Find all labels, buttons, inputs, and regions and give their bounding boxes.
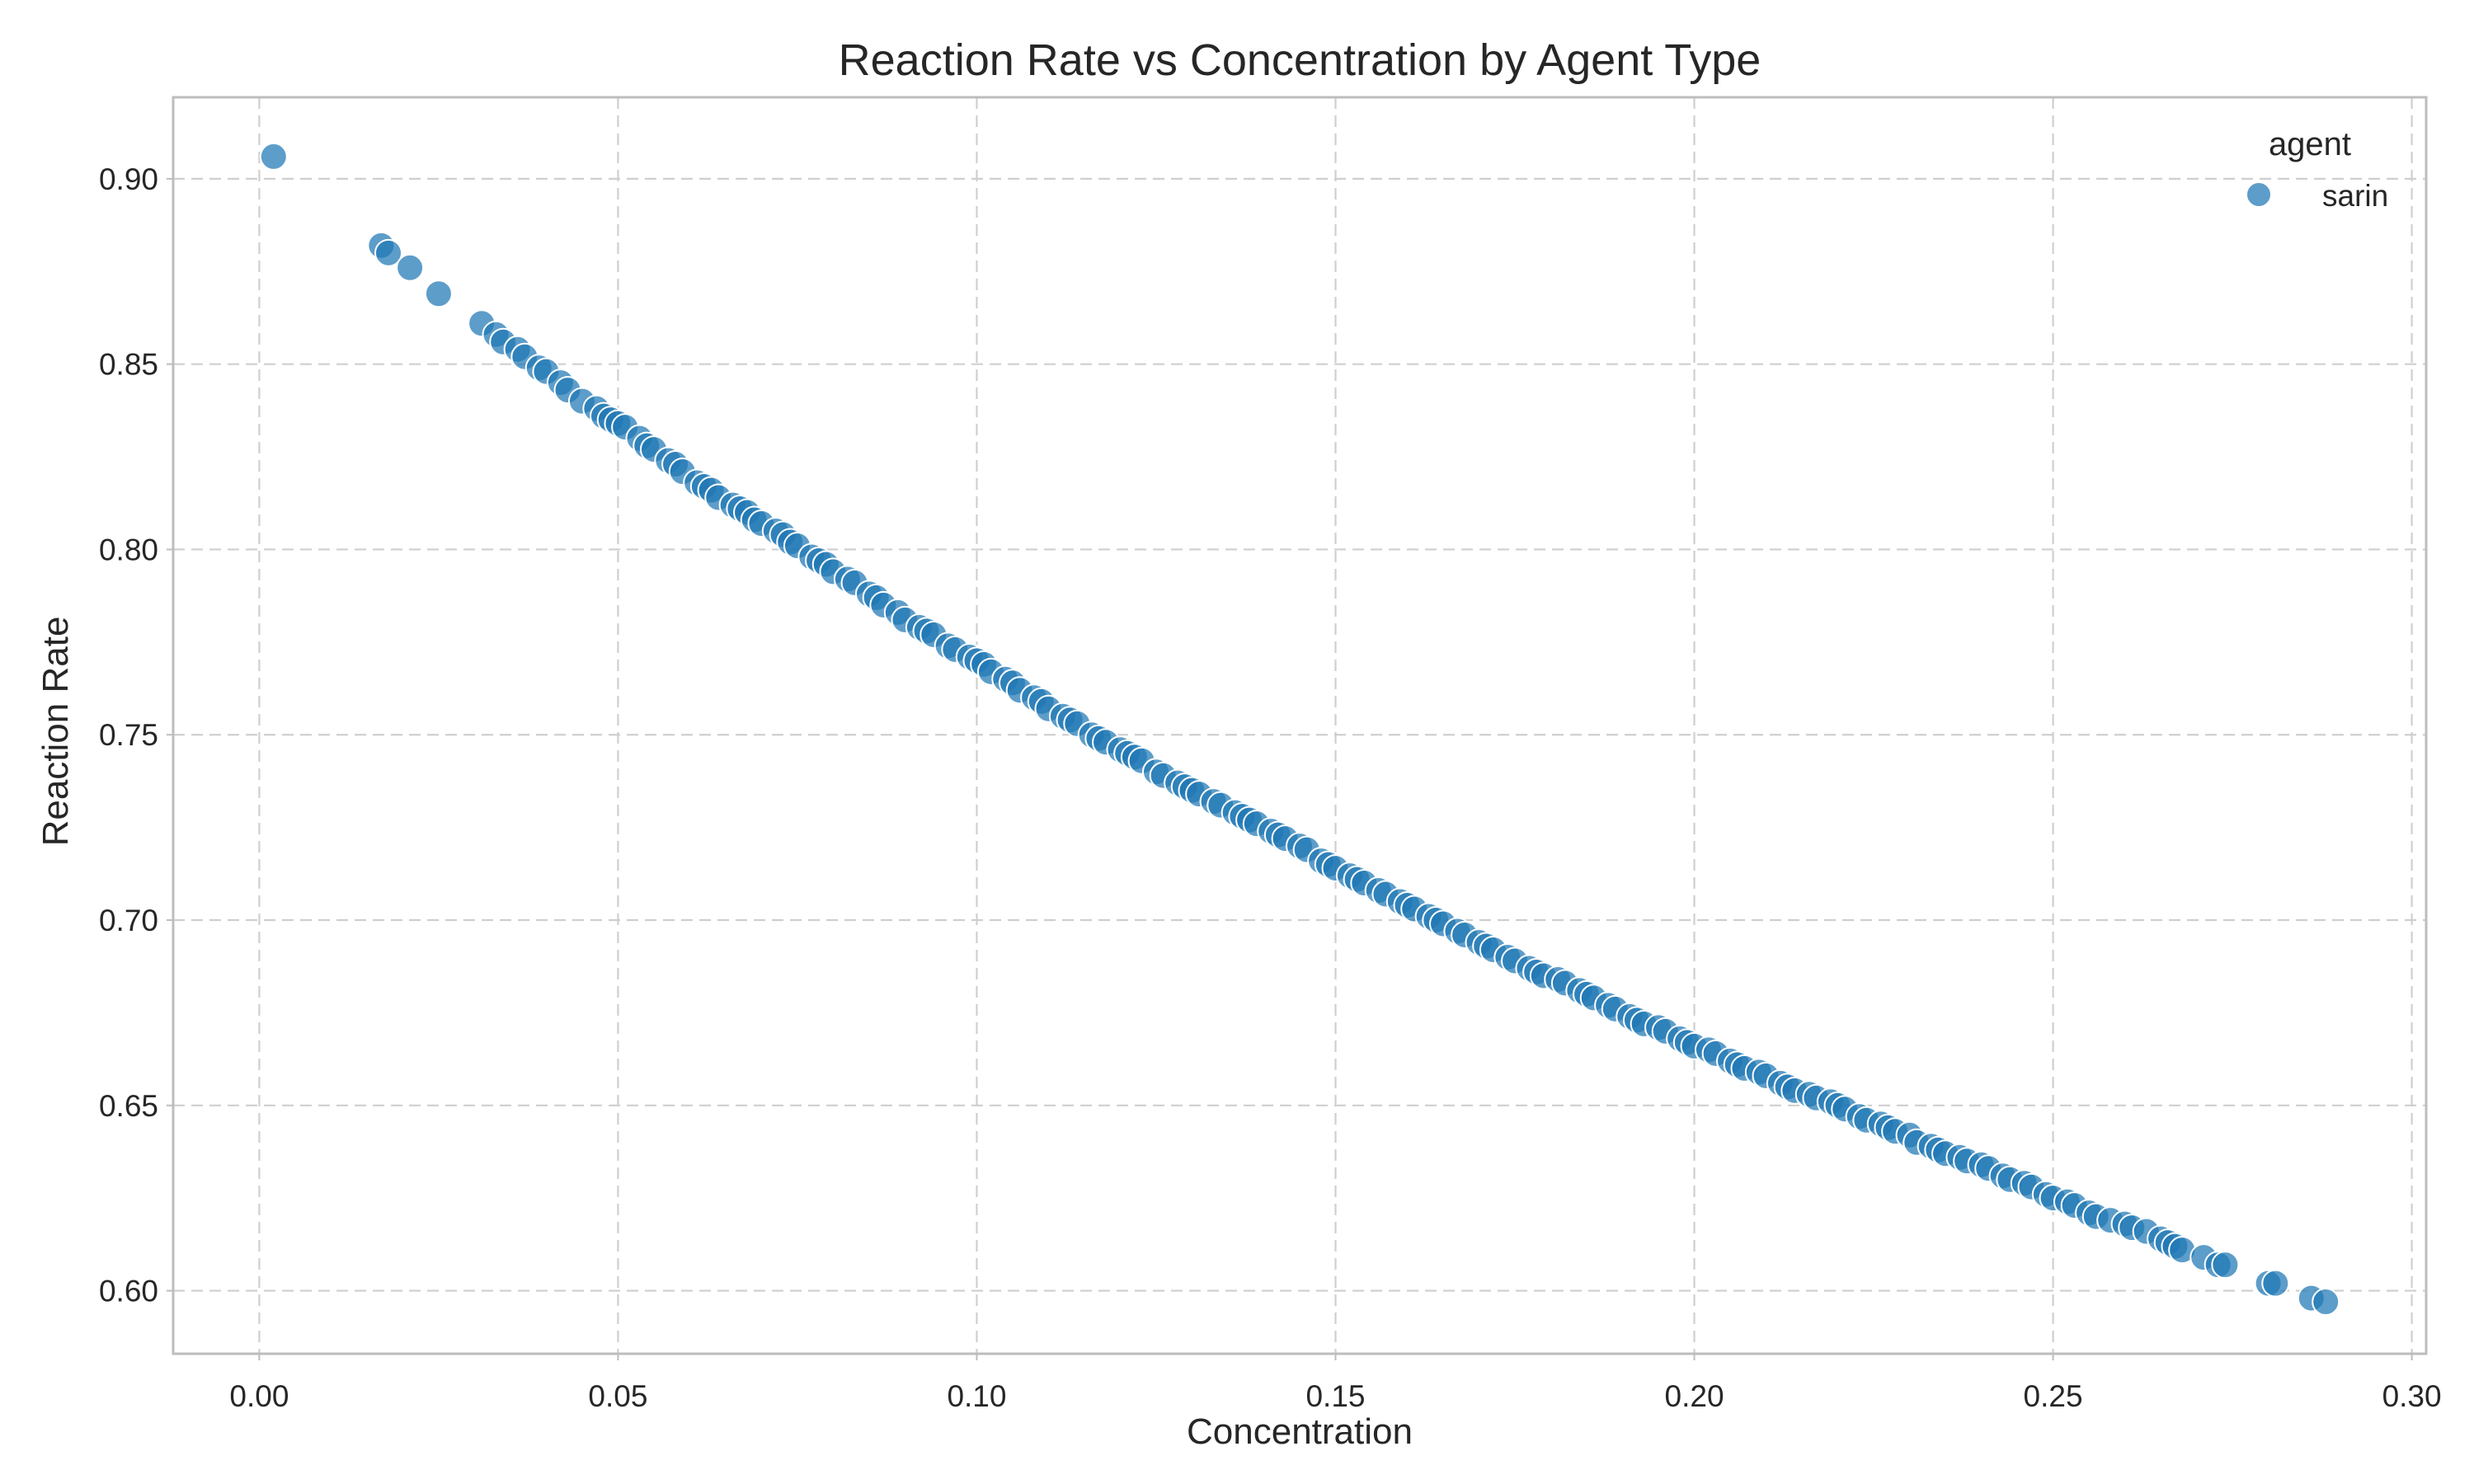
legend: agent sarin [2246, 126, 2388, 213]
y-axis-label: Reaction Rate [35, 617, 76, 847]
data-point [374, 238, 403, 267]
y-tick-label: 0.75 [99, 718, 158, 752]
x-tick-label: 0.30 [2382, 1379, 2442, 1413]
chart-title: Reaction Rate vs Concentration by Agent … [839, 35, 1761, 85]
legend-marker-sarin [2246, 181, 2272, 208]
data-points [259, 142, 2340, 1317]
y-tick-label: 0.60 [99, 1275, 158, 1308]
x-tick-label: 0.15 [1305, 1379, 1365, 1413]
x-tick-label: 0.20 [1665, 1379, 1724, 1413]
data-point [396, 253, 425, 282]
legend-label-sarin: sarin [2322, 179, 2388, 213]
y-tick-label: 0.85 [99, 348, 158, 382]
y-tick-label: 0.70 [99, 904, 158, 937]
y-tick-label: 0.65 [99, 1089, 158, 1123]
x-tick-label: 0.05 [588, 1379, 647, 1413]
y-tick-label: 0.90 [99, 162, 158, 196]
axis-ticks: 0.00 0.05 0.10 0.15 0.20 0.25 0.30 0.60 0.65 0.70… [99, 162, 2442, 1413]
x-axis-label: Concentration [1187, 1411, 1413, 1452]
data-point [259, 142, 288, 171]
x-tick-label: 0.00 [229, 1379, 289, 1413]
plot-frame [172, 96, 2428, 1355]
data-point [2261, 1269, 2290, 1298]
grid [173, 97, 2426, 1354]
data-point [424, 279, 453, 308]
data-point [2312, 1288, 2340, 1317]
x-tick-label: 0.25 [2024, 1379, 2083, 1413]
data-point [2211, 1251, 2240, 1280]
y-tick-label: 0.80 [99, 533, 158, 566]
x-tick-label: 0.10 [947, 1379, 1006, 1413]
legend-title: agent [2269, 126, 2351, 162]
